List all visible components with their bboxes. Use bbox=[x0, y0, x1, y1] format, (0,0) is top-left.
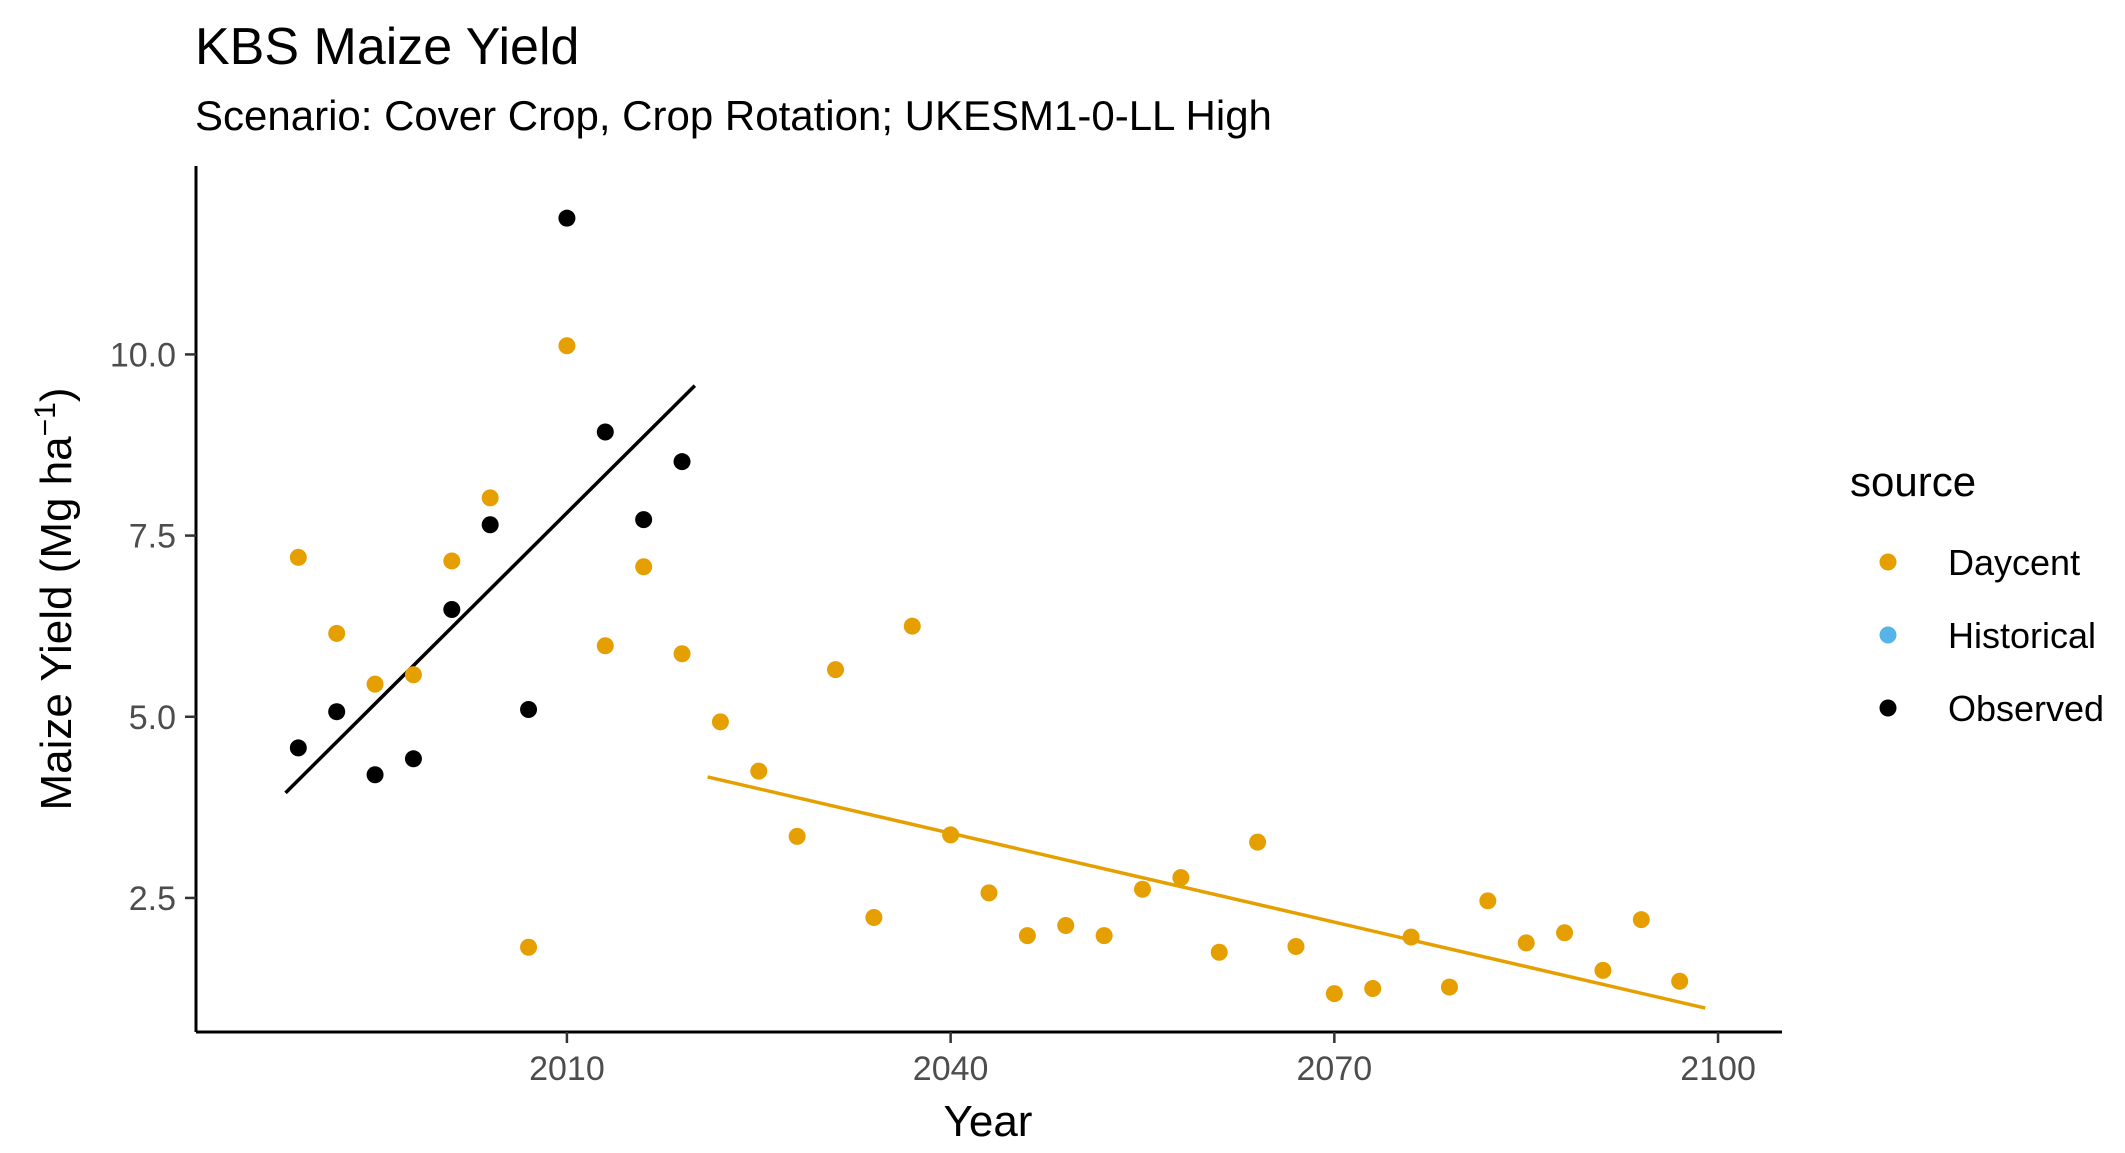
data-point-observed bbox=[558, 209, 576, 227]
data-point-daycent bbox=[788, 827, 806, 845]
data-point-daycent bbox=[1210, 943, 1228, 961]
x-axis-ticks: 2010 2040 2070 2100 bbox=[529, 1032, 1756, 1088]
data-point-daycent bbox=[1517, 934, 1535, 952]
data-point-daycent bbox=[1325, 985, 1343, 1003]
data-point-observed bbox=[289, 739, 307, 757]
x-tick-label: 2100 bbox=[1680, 1050, 1756, 1088]
data-point-observed bbox=[366, 766, 384, 784]
data-point-daycent bbox=[980, 884, 998, 902]
x-tick-label: 2040 bbox=[913, 1050, 989, 1088]
data-point-daycent bbox=[1095, 927, 1113, 945]
legend-label-daycent: Daycent bbox=[1948, 542, 2080, 583]
data-point-daycent bbox=[1440, 978, 1458, 996]
trend-line-daycent bbox=[707, 775, 1706, 1010]
data-point-daycent bbox=[865, 908, 883, 926]
data-point-daycent bbox=[443, 552, 461, 570]
data-point-daycent bbox=[827, 661, 845, 679]
data-point-daycent bbox=[289, 548, 307, 566]
y-axis-ticks: 2.5 5.0 7.5 10.0 bbox=[110, 336, 196, 918]
data-point-daycent bbox=[481, 489, 499, 507]
x-axis-title: Year bbox=[944, 1097, 1033, 1146]
data-point-daycent bbox=[750, 762, 768, 780]
data-point-observed bbox=[328, 703, 346, 721]
y-axis-title-close: ) bbox=[32, 387, 81, 402]
data-point-daycent bbox=[1133, 880, 1151, 898]
x-tick-label: 2070 bbox=[1297, 1050, 1373, 1088]
data-point-daycent bbox=[673, 645, 691, 663]
data-point-daycent bbox=[1249, 833, 1267, 851]
y-tick-label: 10.0 bbox=[110, 336, 176, 374]
y-axis-title: Maize Yield (Mg ha−1) bbox=[29, 387, 81, 810]
data-point-observed bbox=[481, 516, 499, 534]
chart-title: KBS Maize Yield bbox=[195, 18, 579, 76]
trend-line-observed bbox=[284, 384, 697, 795]
data-point-daycent bbox=[1556, 924, 1574, 942]
data-point-observed bbox=[443, 601, 461, 619]
chart-subtitle: Scenario: Cover Crop, Crop Rotation; UKE… bbox=[195, 92, 1272, 139]
data-point-daycent bbox=[711, 713, 729, 731]
legend-entries: Daycent Historical Observed bbox=[1879, 542, 2104, 729]
y-axis-title-superscript: −1 bbox=[29, 402, 62, 436]
y-tick-label: 5.0 bbox=[129, 699, 176, 737]
data-point-daycent bbox=[404, 666, 422, 684]
data-point-daycent bbox=[1057, 916, 1075, 934]
legend: source Daycent Historical Observed bbox=[1850, 458, 2104, 729]
data-point-daycent bbox=[1671, 972, 1689, 990]
legend-key-observed bbox=[1879, 699, 1897, 717]
data-point-daycent bbox=[1402, 928, 1420, 946]
data-point-daycent bbox=[1018, 927, 1036, 945]
data-point-daycent bbox=[1172, 869, 1190, 887]
data-point-daycent bbox=[1632, 911, 1650, 929]
data-point-daycent bbox=[328, 624, 346, 642]
legend-key-daycent bbox=[1879, 553, 1897, 571]
data-point-observed bbox=[673, 453, 691, 471]
data-point-observed bbox=[404, 750, 422, 768]
legend-label-historical: Historical bbox=[1948, 615, 2096, 656]
data-point-daycent bbox=[903, 617, 921, 635]
data-point-daycent bbox=[1594, 961, 1612, 979]
y-tick-label: 7.5 bbox=[129, 518, 176, 556]
data-point-daycent bbox=[942, 826, 960, 844]
data-point-daycent bbox=[635, 558, 653, 576]
data-point-daycent bbox=[1287, 937, 1305, 955]
data-point-observed bbox=[635, 511, 653, 529]
legend-title: source bbox=[1850, 458, 1976, 505]
x-tick-label: 2010 bbox=[529, 1050, 605, 1088]
data-point-daycent bbox=[558, 337, 576, 355]
data-points bbox=[289, 209, 1689, 1003]
y-tick-label: 2.5 bbox=[129, 880, 176, 918]
data-point-observed bbox=[596, 423, 614, 441]
legend-label-observed: Observed bbox=[1948, 688, 2104, 729]
y-axis-title-main: Maize Yield (Mg ha bbox=[32, 436, 81, 811]
data-point-daycent bbox=[366, 675, 384, 693]
data-point-daycent bbox=[1364, 980, 1382, 998]
data-point-daycent bbox=[596, 637, 614, 655]
legend-key-historical bbox=[1879, 626, 1897, 644]
data-point-daycent bbox=[520, 938, 538, 956]
plot-panel: 2010 2040 2070 2100 2.5 5.0 7.5 10.0 bbox=[110, 166, 1782, 1088]
data-point-daycent bbox=[1479, 892, 1497, 910]
trend-lines bbox=[284, 384, 1706, 1010]
data-point-observed bbox=[520, 701, 538, 719]
